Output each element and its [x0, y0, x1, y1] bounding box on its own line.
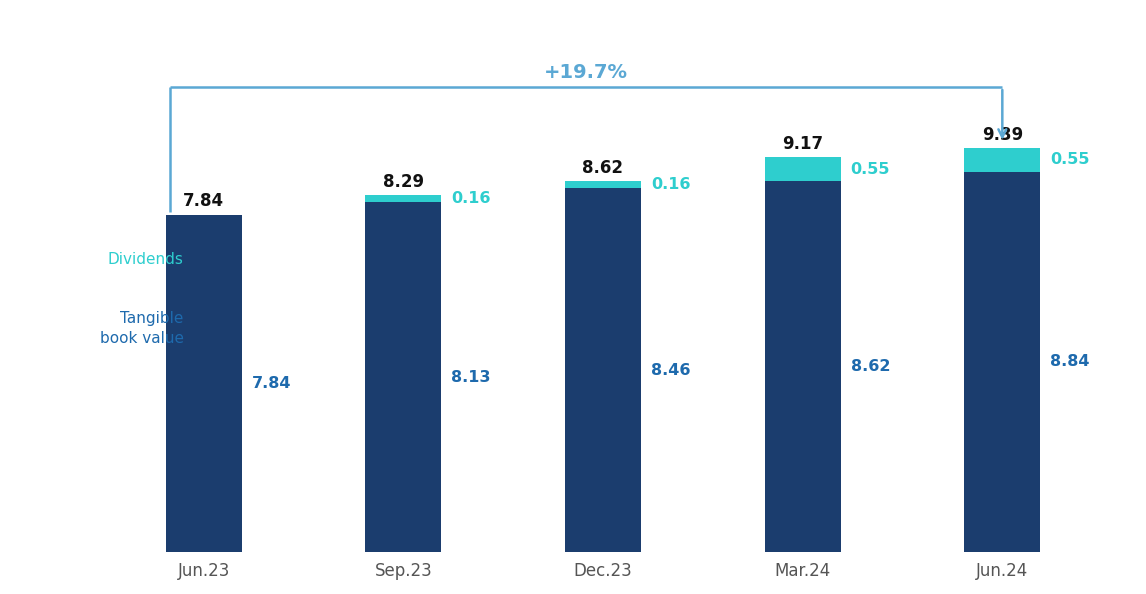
- Text: 0.16: 0.16: [452, 191, 490, 206]
- Text: 8.62: 8.62: [582, 159, 623, 177]
- Text: 8.62: 8.62: [850, 359, 890, 374]
- Text: +19.7%: +19.7%: [544, 63, 628, 82]
- Bar: [166, 214, 242, 552]
- Text: 0.16: 0.16: [651, 177, 690, 192]
- Text: 0.55: 0.55: [1050, 152, 1090, 168]
- Text: 7.84: 7.84: [251, 376, 291, 391]
- Bar: [366, 195, 441, 202]
- Text: Dividends: Dividends: [108, 252, 183, 267]
- Bar: [565, 181, 641, 188]
- Text: 7.84: 7.84: [183, 192, 225, 210]
- Text: 8.46: 8.46: [651, 363, 690, 378]
- Bar: [965, 148, 1041, 172]
- Bar: [366, 202, 441, 552]
- Text: 9.17: 9.17: [782, 135, 823, 153]
- Bar: [764, 157, 840, 181]
- Text: 8.84: 8.84: [1050, 355, 1090, 369]
- Text: 0.55: 0.55: [850, 162, 890, 176]
- Text: Tangible
book value: Tangible book value: [100, 311, 183, 346]
- Bar: [965, 172, 1041, 552]
- Bar: [764, 181, 840, 552]
- Text: 8.29: 8.29: [383, 173, 424, 191]
- Text: 8.13: 8.13: [452, 370, 490, 385]
- Bar: [565, 188, 641, 552]
- Text: 9.39: 9.39: [982, 125, 1023, 144]
